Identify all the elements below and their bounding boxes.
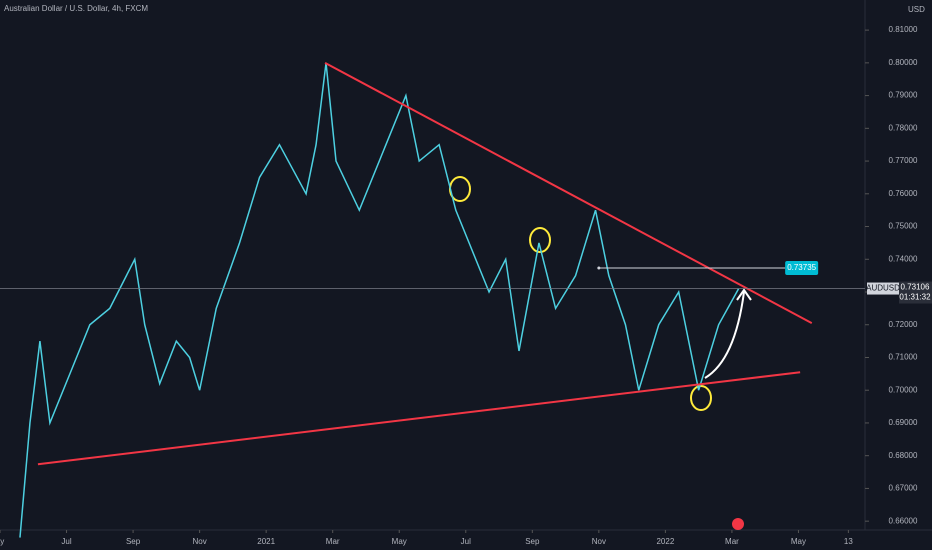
y-tick-label: 0.71000 bbox=[889, 353, 918, 362]
icon[interactable] bbox=[732, 518, 744, 530]
last-price-box bbox=[899, 281, 932, 304]
countdown-label: 01:31:32 bbox=[899, 293, 931, 302]
x-tick-label: 13 bbox=[844, 537, 853, 546]
marker-label-box bbox=[785, 260, 819, 275]
x-tick-label: Sep bbox=[126, 537, 141, 546]
y-tick-label: 0.72000 bbox=[889, 320, 918, 329]
y-tick-label: 0.74000 bbox=[889, 254, 918, 263]
arrow bbox=[704, 291, 745, 379]
x-tick-label: Jul bbox=[61, 537, 71, 546]
y-tick-label: 0.68000 bbox=[889, 451, 918, 460]
y-tick-label: 0.77000 bbox=[889, 156, 918, 165]
x-tick-label: Nov bbox=[592, 537, 606, 546]
highlight-circle bbox=[529, 227, 551, 253]
trendline bbox=[37, 371, 801, 466]
marker-label: 0.73735 bbox=[787, 263, 816, 272]
chart-title: Australian Dollar / U.S. Dollar, 4h, FXC… bbox=[4, 4, 148, 13]
price-line bbox=[19, 62, 740, 538]
y-tick-label: 0.70000 bbox=[889, 385, 918, 394]
marker-dot bbox=[597, 266, 601, 270]
y-tick-label: 0.81000 bbox=[889, 25, 918, 34]
symbol-box bbox=[867, 282, 899, 295]
x-tick-label: May bbox=[791, 537, 806, 546]
arrow-head bbox=[736, 288, 752, 301]
x-tick-label: Mar bbox=[725, 537, 739, 546]
x-tick-label: ay bbox=[0, 537, 4, 546]
x-tick-label: 2022 bbox=[656, 537, 674, 546]
symbol-label: AUDUSD bbox=[866, 284, 900, 293]
x-tick-label: Sep bbox=[525, 537, 540, 546]
y-tick-label: 0.76000 bbox=[889, 189, 918, 198]
highlight-circle bbox=[690, 385, 712, 411]
y-tick-label: 0.67000 bbox=[889, 484, 918, 493]
x-tick-label: Nov bbox=[192, 537, 206, 546]
x-tick-label: Mar bbox=[326, 537, 340, 546]
y-tick-label: 0.80000 bbox=[889, 58, 918, 67]
y-tick-label: 0.75000 bbox=[889, 222, 918, 231]
x-tick-label: Jul bbox=[461, 537, 471, 546]
y-tick-label: 0.66000 bbox=[889, 516, 918, 525]
y-tick-label: 0.79000 bbox=[889, 91, 918, 100]
x-tick-label: 2021 bbox=[257, 537, 275, 546]
trendline bbox=[324, 61, 813, 324]
currency: USD bbox=[908, 5, 925, 14]
y-tick-label: 0.78000 bbox=[889, 123, 918, 132]
x-tick-label: May bbox=[392, 537, 407, 546]
y-tick-label: 0.69000 bbox=[889, 418, 918, 427]
last-price-label: 0.73106 bbox=[901, 283, 930, 292]
